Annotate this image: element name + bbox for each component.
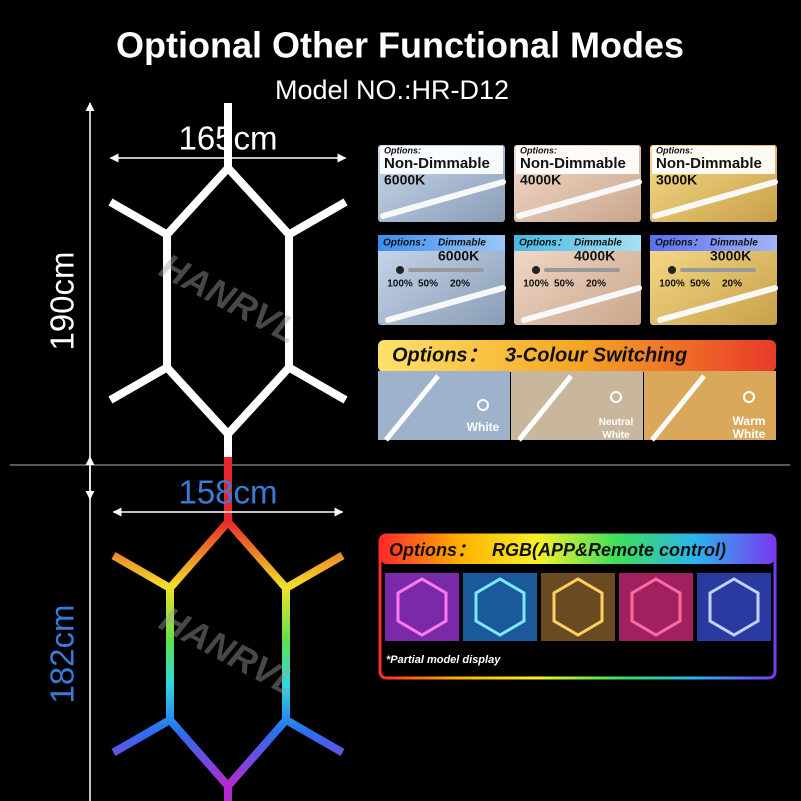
light-tube <box>521 285 642 323</box>
panel-title: RGB(APP&Remote control) <box>492 540 726 560</box>
card-label-bg <box>516 146 639 174</box>
card-header <box>514 235 641 251</box>
frame-arm <box>284 552 345 592</box>
panel-options: Options： <box>392 344 488 366</box>
frame-arm <box>287 364 348 404</box>
rgb-photo <box>697 573 771 641</box>
dim-level: 50% <box>418 279 438 290</box>
dim-level: 50% <box>690 279 710 290</box>
rgb-hexagon <box>474 577 526 637</box>
dim-slider <box>680 268 756 272</box>
frame-arm <box>111 716 172 756</box>
card-temp: 4000K <box>520 172 561 188</box>
card <box>514 235 641 325</box>
card-header <box>378 235 505 251</box>
rgb-photo <box>463 573 537 641</box>
light-tube <box>652 179 778 219</box>
frame-arm <box>287 198 348 238</box>
card-temp: 3000K <box>656 172 697 188</box>
rgb-photo <box>541 573 615 641</box>
light-tube <box>650 374 706 442</box>
panel-title: 3-Colour Switching <box>505 344 687 366</box>
height-label: 182cm <box>44 604 81 703</box>
frame-arm <box>284 716 345 756</box>
rgb-photo <box>385 573 459 641</box>
card-temp: 6000K <box>384 172 425 188</box>
dim-level: 100% <box>387 279 413 290</box>
card-temp: 6000K <box>438 248 479 264</box>
card-options: Options： <box>655 238 703 249</box>
light-tube <box>517 374 573 442</box>
card-mode: Dimmable <box>574 238 622 249</box>
rgb-hexagon <box>708 577 760 637</box>
width-label: 165cm <box>178 120 277 157</box>
mode-label: Warm White <box>733 414 766 441</box>
frame-arm <box>108 364 169 404</box>
sun-icon <box>477 399 489 411</box>
light-tube <box>384 374 440 442</box>
card-temp: 3000K <box>710 248 751 264</box>
watermark: HANRVL <box>154 245 306 352</box>
rgb-photo <box>619 573 693 641</box>
title: Optional Other Functional Modes <box>116 25 684 66</box>
card-mode: Non-Dimmable <box>656 155 762 172</box>
subtitle: Model NO.:HR-D12 <box>275 75 509 105</box>
card-options: Options： <box>383 238 431 249</box>
width-label: 158cm <box>178 474 277 511</box>
card-mode: Dimmable <box>438 238 486 249</box>
dim-level: 100% <box>659 279 685 290</box>
dim-level: 50% <box>554 279 574 290</box>
card-label-bg <box>652 146 775 174</box>
card-mode: Non-Dimmable <box>520 155 626 172</box>
card <box>378 235 505 325</box>
panel-header <box>378 340 776 372</box>
sun-icon <box>610 391 622 403</box>
dim-level: 100% <box>523 279 549 290</box>
card-label-bg <box>380 146 503 174</box>
height-label: 190cm <box>44 251 81 350</box>
sun-icon <box>668 266 676 274</box>
mode-photo <box>644 371 776 440</box>
panel-options: Options： <box>389 540 475 560</box>
card-temp: 4000K <box>574 248 615 264</box>
light-tube <box>385 285 506 323</box>
card-header <box>650 235 777 251</box>
panel-note: *Partial model display <box>386 654 501 666</box>
card-options: Options： <box>519 238 567 249</box>
rgb-hexagon <box>630 577 682 637</box>
card-options: Options: <box>520 145 557 155</box>
dim-level: 20% <box>586 279 606 290</box>
light-tube <box>516 179 642 219</box>
mode-photo <box>511 371 643 440</box>
mode-label: White <box>467 420 500 434</box>
sun-icon <box>743 391 755 403</box>
sun-icon <box>532 266 540 274</box>
dim-slider <box>408 268 484 272</box>
sun-icon <box>396 266 404 274</box>
dim-level: 20% <box>722 279 742 290</box>
panel-header <box>381 536 774 564</box>
light-tube <box>657 285 778 323</box>
dim-slider <box>544 268 620 272</box>
card-mode: Non-Dimmable <box>384 155 490 172</box>
card-options: Options: <box>384 145 421 155</box>
card-options: Options: <box>656 145 693 155</box>
rgb-hexagon <box>396 577 448 637</box>
frame-arm <box>108 198 169 238</box>
card <box>650 235 777 325</box>
dim-level: 20% <box>450 279 470 290</box>
rgb-hexagon <box>552 577 604 637</box>
card-mode: Dimmable <box>710 238 758 249</box>
frame-arm <box>111 552 172 592</box>
mode-label: Neutral White <box>599 417 634 441</box>
light-tube <box>380 179 506 219</box>
